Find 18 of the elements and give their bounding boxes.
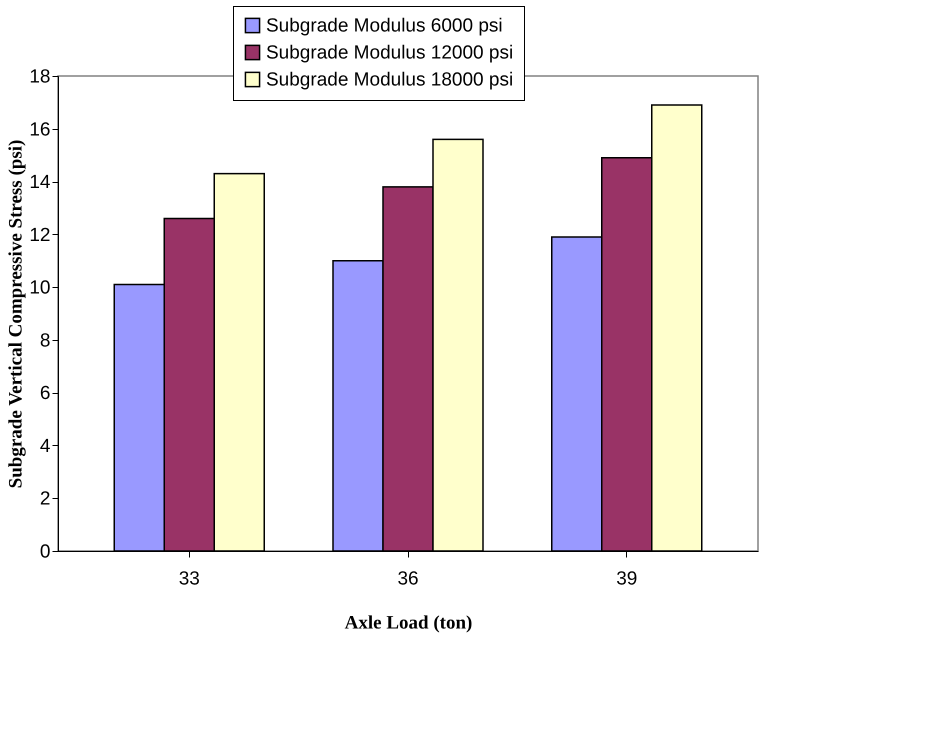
x-axis-title: Axle Load (ton) xyxy=(344,612,472,634)
y-tick-label: 4 xyxy=(40,436,51,457)
y-tick-label: 0 xyxy=(40,542,50,562)
y-tick-label: 18 xyxy=(29,66,50,88)
y-tick-label: 14 xyxy=(29,172,51,194)
y-tick-label: 8 xyxy=(40,330,50,352)
x-tick-label: 39 xyxy=(616,568,638,590)
y-tick-label: 16 xyxy=(29,119,50,140)
x-tick-label: 36 xyxy=(397,568,419,590)
y-tick-label: 12 xyxy=(29,224,50,246)
y-tick-label: 6 xyxy=(40,383,50,404)
y-tick-label: 10 xyxy=(29,278,50,299)
y-axis-title: Subgrade Vertical Compressive Stress (psi) xyxy=(5,140,26,488)
y-tick-label: 2 xyxy=(40,488,50,510)
legend-label: Subgrade Modulus 18000 psi xyxy=(266,70,514,90)
legend-label: Subgrade Modulus 12000 psi xyxy=(266,42,514,64)
x-tick-label: 33 xyxy=(178,568,200,590)
legend-label: Subgrade Modulus 6000 psi xyxy=(266,16,503,36)
